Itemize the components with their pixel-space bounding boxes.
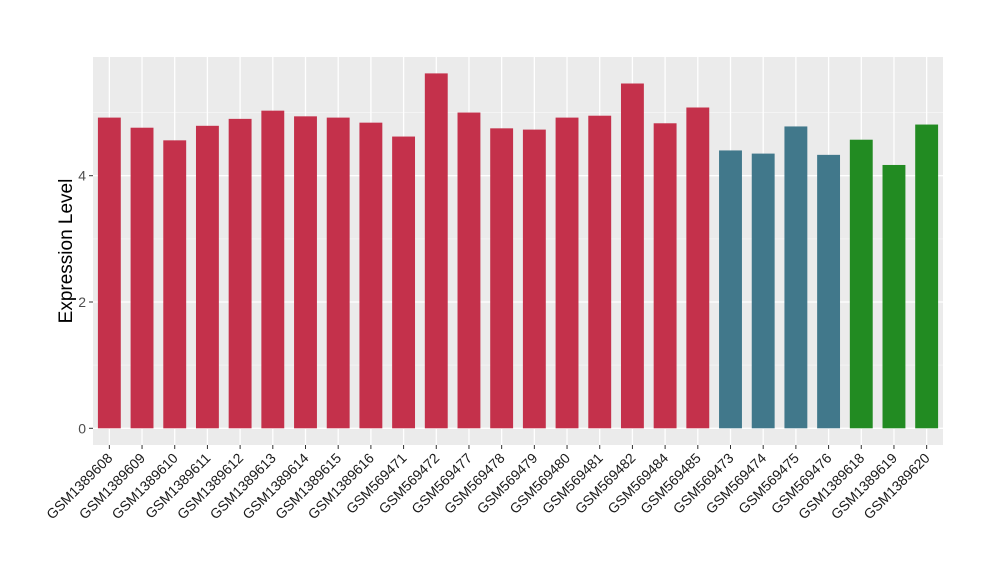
y-axis-label: Expression Level	[56, 179, 77, 324]
bar	[620, 83, 644, 429]
bar	[719, 150, 742, 429]
bar	[751, 153, 775, 429]
bar	[424, 73, 448, 429]
bar	[522, 129, 546, 429]
bar	[555, 117, 579, 429]
bar	[130, 127, 154, 429]
bar	[849, 139, 873, 429]
plot-panel	[93, 57, 943, 445]
bar	[97, 117, 121, 429]
bar	[294, 116, 317, 429]
bar	[163, 140, 187, 429]
y-tick-label: 0	[78, 420, 86, 436]
bar	[261, 110, 285, 429]
bar	[817, 154, 841, 429]
bar	[326, 117, 350, 429]
bar	[457, 112, 481, 429]
bar	[882, 164, 906, 429]
bar	[359, 122, 383, 429]
bar	[195, 125, 219, 429]
bar	[653, 123, 677, 429]
bar	[392, 136, 416, 429]
y-tick-label: 4	[78, 168, 86, 184]
bar	[588, 115, 612, 429]
bar	[784, 126, 808, 429]
bar	[228, 118, 252, 429]
bar	[686, 107, 710, 429]
bar	[490, 128, 514, 429]
y-tick-label: 2	[78, 294, 86, 310]
bar	[915, 124, 939, 429]
